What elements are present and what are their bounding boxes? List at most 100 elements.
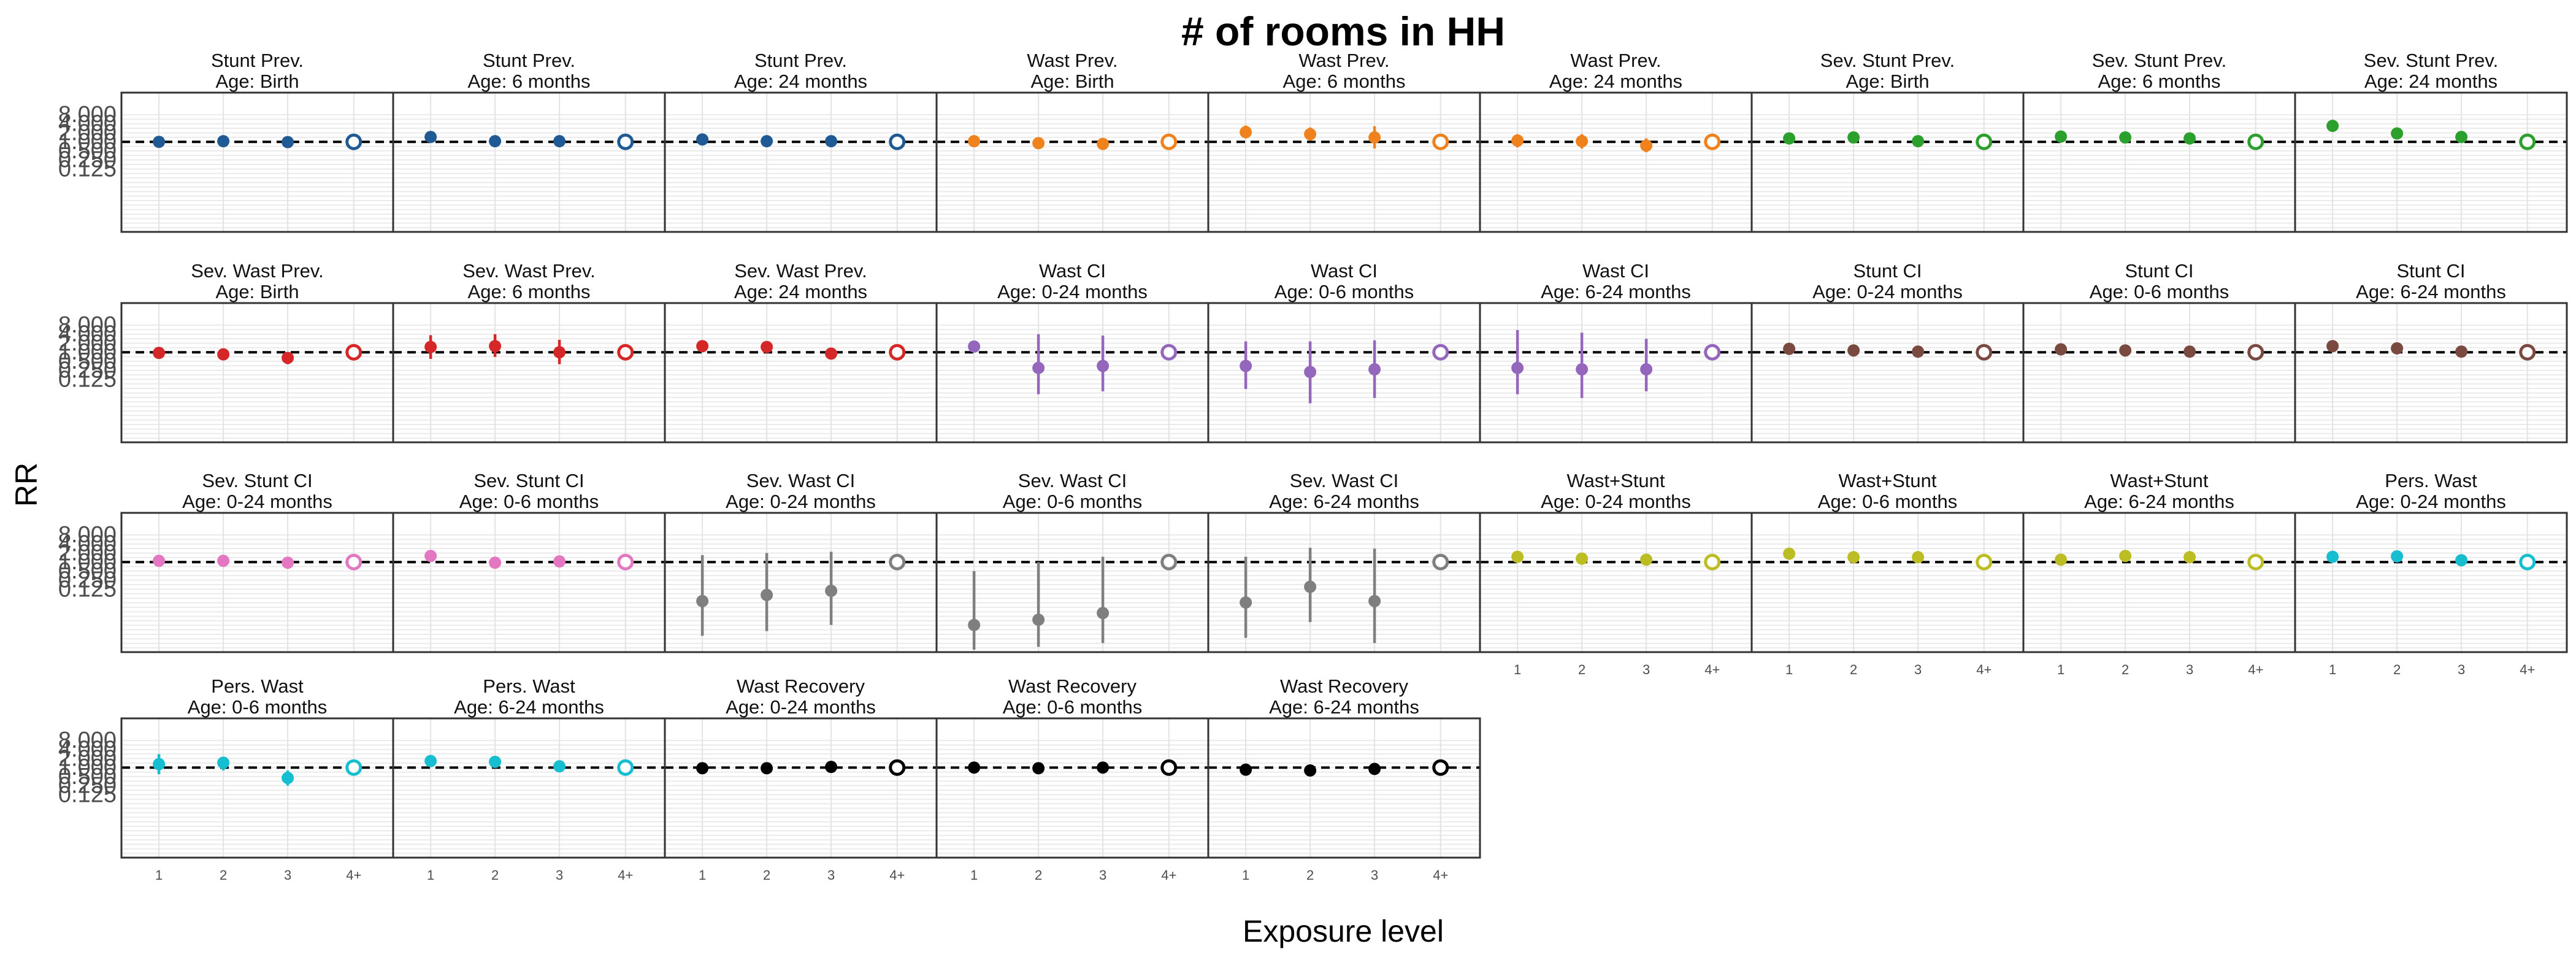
panel-title-outcome: Wast CI [1582, 260, 1649, 282]
x-tick-label: 4+ [1433, 867, 1448, 883]
data-point [1576, 552, 1589, 565]
y-tick-label: 0.500 [58, 348, 117, 374]
data-point [1032, 137, 1045, 150]
y-tick-label: 2.000 [58, 120, 117, 145]
data-point [1783, 547, 1796, 560]
data-point [825, 761, 838, 774]
data-point [825, 347, 838, 360]
data-point [1576, 135, 1589, 148]
y-tick-label: 0.250 [58, 773, 117, 799]
reference-point [2247, 553, 2264, 571]
data-point [424, 550, 437, 563]
panel-border [392, 512, 666, 653]
data-point [1304, 764, 1317, 777]
data-point [1304, 128, 1317, 140]
panel-title-outcome: Sev. Wast CI [1018, 470, 1127, 491]
reference-point [889, 133, 906, 150]
data-point [217, 135, 230, 148]
chart-title: # of rooms in HH [1181, 9, 1505, 54]
y-tick-label: 4.000 [58, 111, 117, 137]
data-point [825, 585, 838, 598]
panel-border [664, 302, 938, 444]
panel-title-outcome: Sev. Wast Prev. [462, 260, 595, 282]
data-point [1511, 550, 1524, 563]
panel-title-outcome: Sev. Stunt Prev. [1820, 50, 1955, 71]
data-point [553, 346, 566, 359]
panel-border [120, 91, 394, 233]
panel-title-age: Age: 6-24 months [1269, 491, 1419, 512]
panel-title-age: Age: 0-6 months [459, 491, 599, 512]
data-point [2391, 550, 2404, 563]
data-point [424, 340, 437, 353]
panel-title-outcome: Wast Recovery [1280, 675, 1409, 697]
x-tick-label: 2 [1035, 867, 1042, 883]
panel-title-age: Age: 6 months [468, 281, 591, 302]
panel-border [935, 512, 1209, 653]
y-tick-label: 1.000 [58, 129, 117, 155]
x-tick-label: 1 [970, 867, 978, 883]
panel-title-outcome: Stunt CI [2125, 260, 2194, 282]
x-tick-label: 3 [1914, 662, 1922, 677]
panel-border [935, 302, 1209, 444]
panel-title-age: Age: 6 months [1283, 71, 1406, 92]
data-point [1097, 761, 1110, 774]
panel-title-outcome: Stunt Prev. [483, 50, 575, 71]
data-point [968, 340, 981, 353]
reference-point [1432, 344, 1449, 361]
panel-title-age: Age: 0-24 months [726, 696, 876, 718]
panel-title-outcome: Wast CI [1039, 260, 1106, 282]
panel-title-outcome: Wast+Stunt [2110, 470, 2209, 491]
data-point [2055, 343, 2068, 356]
y-tick-label: 8.000 [58, 102, 117, 128]
panel-border [392, 302, 666, 444]
reference-point [2247, 344, 2264, 361]
reference-point [617, 759, 634, 776]
data-point [1368, 363, 1381, 376]
x-tick-label: 3 [827, 867, 835, 883]
reference-point [1976, 344, 1993, 361]
panel-title-age: Age: Birth [1030, 71, 1114, 92]
facet-panel: Sev. Stunt Prev.Age: 6 months [2022, 50, 2296, 233]
reference-point [1976, 133, 1993, 150]
panel-title-age: Age: 0-6 months [1003, 696, 1142, 718]
panel-title-outcome: Sev. Wast CI [1290, 470, 1398, 491]
panel-title-age: Age: 6-24 months [1541, 281, 1691, 302]
y-tick-label: 0.250 [58, 147, 117, 173]
panel-border [1207, 91, 1481, 233]
panel-title-age: Age: 0-6 months [1275, 281, 1414, 302]
panel-title-age: Age: 6 months [468, 71, 591, 92]
y-tick-label: 8.000 [58, 522, 117, 548]
data-point [1240, 763, 1252, 776]
y-tick-label: 0.500 [58, 558, 117, 584]
data-point [968, 135, 981, 148]
data-point [1032, 762, 1045, 775]
panel-title-age: Age: 0-6 months [2090, 281, 2229, 302]
data-point [2119, 550, 2132, 563]
panel-border [2294, 512, 2568, 653]
panel-title-age: Age: 0-6 months [188, 696, 327, 718]
panel-border [1750, 302, 2025, 444]
panel-title-outcome: Wast+Stunt [1567, 470, 1665, 491]
y-tick-label: 0.125 [58, 576, 117, 602]
x-tick-label: 3 [1643, 662, 1650, 677]
panel-border [664, 717, 938, 859]
reference-point [2247, 133, 2264, 150]
panel-title-outcome: Sev. Stunt CI [473, 470, 584, 491]
data-point [1640, 363, 1653, 376]
data-point [2183, 551, 2196, 564]
y-tick-label: 8.000 [58, 312, 117, 338]
data-point [1511, 361, 1524, 374]
y-tick-label: 1.000 [58, 339, 117, 365]
reference-point [889, 553, 906, 571]
x-tick-label: 4+ [618, 867, 633, 883]
y-tick-label: 0.125 [58, 366, 117, 392]
panel-border [664, 91, 938, 233]
data-point [2119, 131, 2132, 144]
data-point [553, 760, 566, 773]
panel-border [120, 302, 394, 444]
data-point [696, 762, 709, 775]
panel-title-age: Age: Birth [215, 281, 299, 302]
panel-title-age: Age: 0-24 months [1812, 281, 1963, 302]
